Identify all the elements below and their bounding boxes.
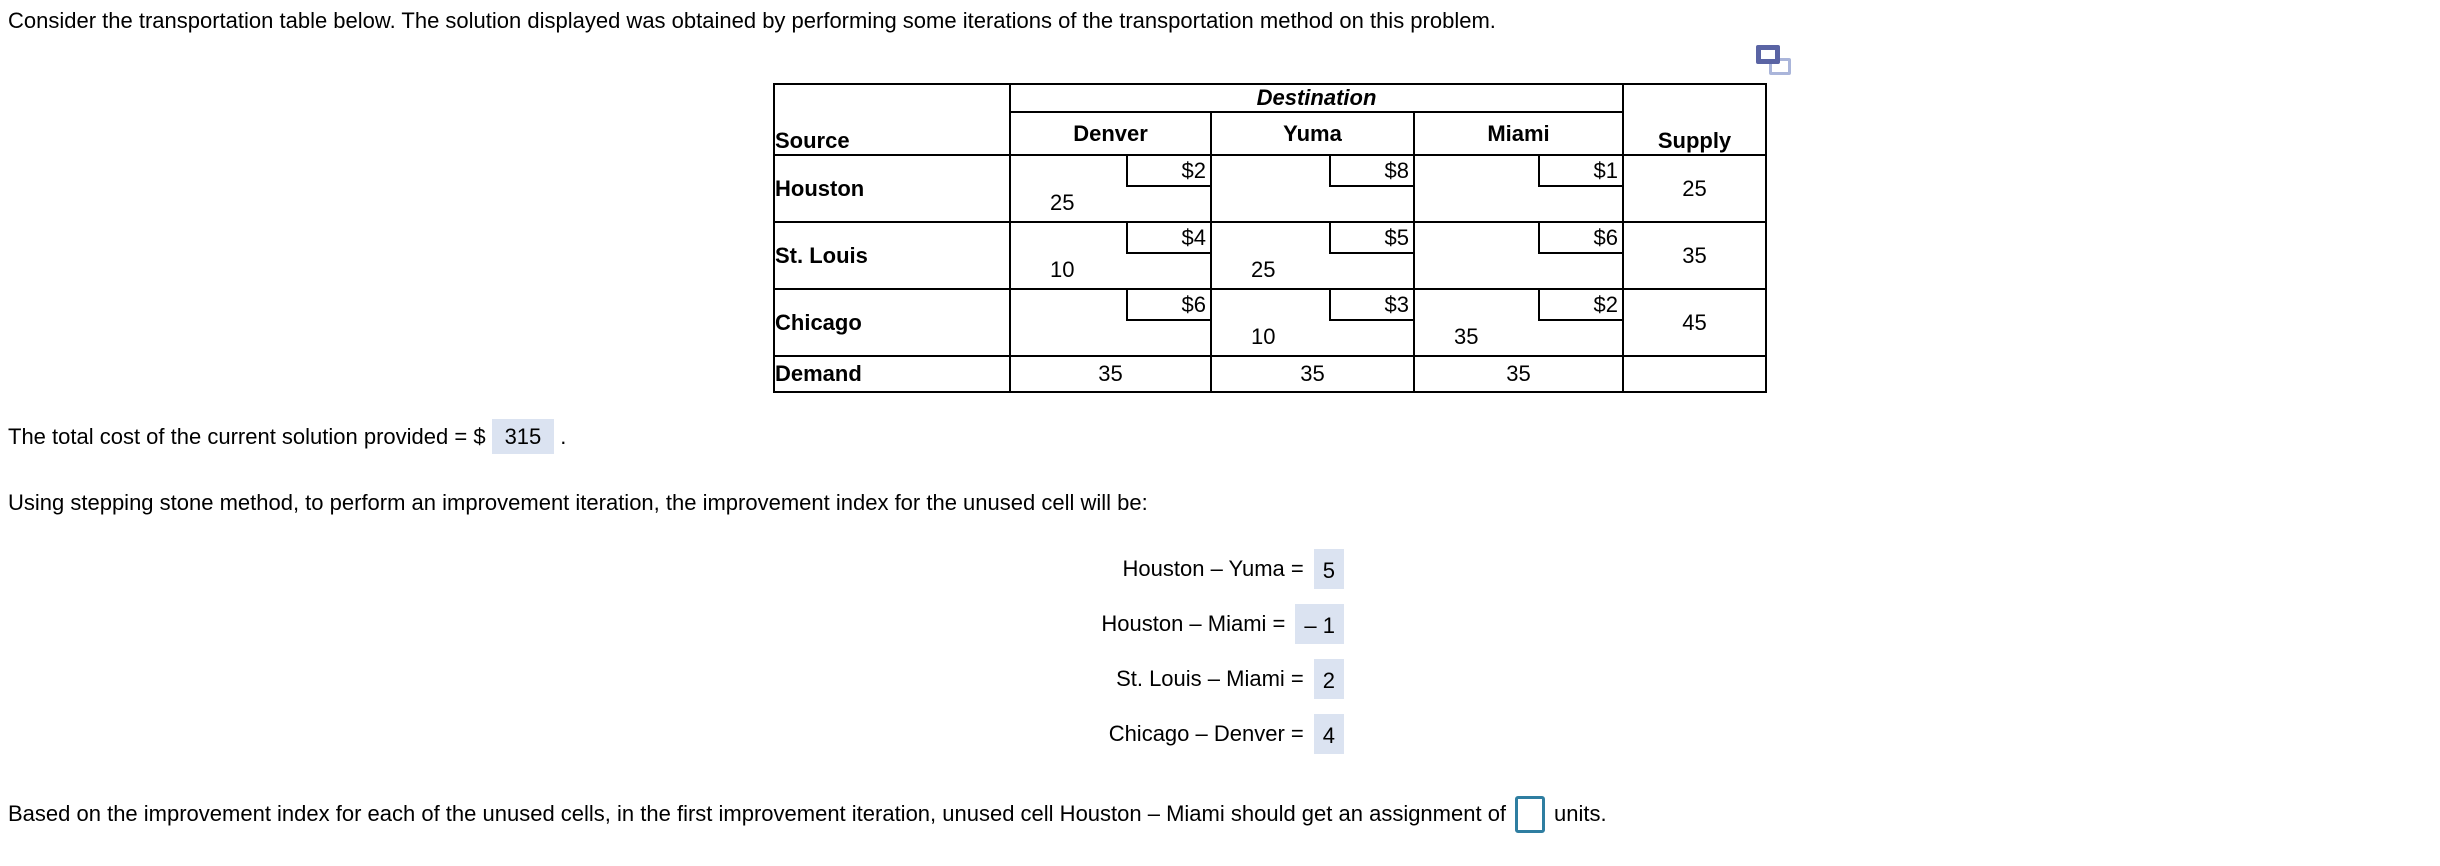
demand-supply-empty-cell xyxy=(1622,355,1767,393)
total-cost-suffix: . xyxy=(560,424,567,449)
cost-value: $4 xyxy=(1126,223,1210,254)
conclusion-after-text: units. xyxy=(1554,801,1607,826)
source-header-cell: Source xyxy=(773,83,1011,156)
stepping-stone-text: Using stepping stone method, to perform … xyxy=(8,490,1148,515)
supply-value-st-louis: 35 xyxy=(1622,221,1767,290)
cell-houston-yuma: $8 xyxy=(1210,154,1415,223)
column-header-denver: Denver xyxy=(1009,111,1212,156)
cost-value: $5 xyxy=(1329,223,1413,254)
cost-value: $3 xyxy=(1329,290,1413,321)
column-header-miami: Miami xyxy=(1413,111,1624,156)
cost-value: $2 xyxy=(1538,290,1622,321)
copy-icon-front-rect xyxy=(1756,45,1780,64)
index-row-st-louis-miami: St. Louis – Miami = 2 xyxy=(0,656,1344,701)
table-row-demand: Demand 35 35 35 xyxy=(773,355,1767,393)
improvement-index-list: Houston – Yuma = 5 Houston – Miami = – 1… xyxy=(0,546,1344,756)
conclusion-line: Based on the improvement index for each … xyxy=(8,791,1607,837)
cell-chicago-yuma: $3 10 xyxy=(1210,288,1415,357)
index-value-field[interactable]: 5 xyxy=(1313,548,1344,589)
cell-chicago-denver: $6 xyxy=(1009,288,1212,357)
cost-value: $2 xyxy=(1126,156,1210,187)
demand-label: Demand xyxy=(773,355,1011,393)
cell-houston-miami: $1 xyxy=(1413,154,1624,223)
index-value-field[interactable]: – 1 xyxy=(1295,603,1344,644)
table-row-chicago: Chicago $6 $3 10 $2 35 45 xyxy=(773,288,1767,357)
index-label: St. Louis – Miami = xyxy=(1116,665,1304,691)
index-value-field[interactable]: 4 xyxy=(1313,713,1344,754)
cell-chicago-miami: $2 35 xyxy=(1413,288,1624,357)
assignment-units-input[interactable] xyxy=(1515,795,1546,833)
cell-houston-denver: $2 25 xyxy=(1009,154,1212,223)
row-label-houston: Houston xyxy=(773,154,1011,223)
supply-value-houston: 25 xyxy=(1622,154,1767,223)
cost-value: $6 xyxy=(1538,223,1622,254)
allocation-value: 25 xyxy=(1251,257,1276,282)
allocation-value: 10 xyxy=(1251,324,1276,349)
supply-header-cell: Supply xyxy=(1622,83,1767,156)
column-header-yuma: Yuma xyxy=(1210,111,1415,156)
cost-value: $8 xyxy=(1329,156,1413,187)
table-row-houston: Houston $2 25 $8 $1 25 xyxy=(773,154,1767,223)
index-row-chicago-denver: Chicago – Denver = 4 xyxy=(0,711,1344,756)
index-row-houston-miami: Houston – Miami = – 1 xyxy=(0,601,1344,646)
cell-st-louis-yuma: $5 25 xyxy=(1210,221,1415,290)
index-label: Houston – Miami = xyxy=(1101,610,1286,636)
demand-value-yuma: 35 xyxy=(1210,355,1415,393)
cell-st-louis-denver: $4 10 xyxy=(1009,221,1212,290)
table-row-st-louis: St. Louis $4 10 $5 25 $6 35 xyxy=(773,221,1767,290)
index-label: Houston – Yuma = xyxy=(1122,555,1304,581)
cell-st-louis-miami: $6 xyxy=(1413,221,1624,290)
index-value-field[interactable]: 2 xyxy=(1313,658,1344,699)
supply-value-chicago: 45 xyxy=(1622,288,1767,357)
demand-value-denver: 35 xyxy=(1009,355,1212,393)
allocation-value: 25 xyxy=(1050,190,1075,215)
allocation-value: 10 xyxy=(1050,257,1075,282)
total-cost-line: The total cost of the current solution p… xyxy=(8,419,567,454)
conclusion-before-text: Based on the improvement index for each … xyxy=(8,801,1507,826)
transportation-table: Source Destination Supply Denver Yuma Mi… xyxy=(773,83,1767,393)
index-label: Chicago – Denver = xyxy=(1108,720,1304,746)
copy-icon[interactable] xyxy=(1756,45,1794,79)
row-label-chicago: Chicago xyxy=(773,288,1011,357)
index-row-houston-yuma: Houston – Yuma = 5 xyxy=(0,546,1344,591)
destination-header-cell: Destination xyxy=(1009,83,1624,113)
row-label-st-louis: St. Louis xyxy=(773,221,1011,290)
total-cost-prefix: The total cost of the current solution p… xyxy=(8,424,486,449)
cost-value: $1 xyxy=(1538,156,1622,187)
total-cost-value-field[interactable]: 315 xyxy=(491,419,555,454)
allocation-value: 35 xyxy=(1454,324,1479,349)
intro-text: Consider the transportation table below.… xyxy=(8,8,1496,33)
demand-value-miami: 35 xyxy=(1413,355,1624,393)
cost-value: $6 xyxy=(1126,290,1210,321)
